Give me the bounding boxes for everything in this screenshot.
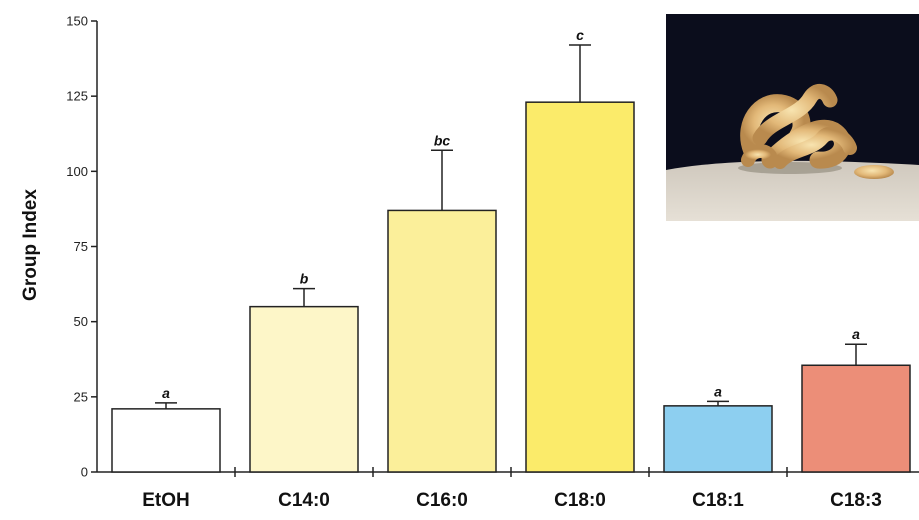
category-label: C16:0 [416,490,468,511]
bar [249,305,359,473]
y-tick-label: 50 [74,314,88,329]
x-ticks [234,467,788,477]
y-tick-label: 125 [66,89,88,104]
category-label: C18:0 [554,490,606,511]
category-label: EtOH [142,490,190,511]
larvae-cluster-photo [666,14,919,221]
significance-label: c [576,27,584,43]
y-axis-label: Group Index [20,189,41,301]
bar [111,408,221,473]
significance-labels: a b bc c a a [162,27,860,401]
y-tick-label: 100 [66,164,88,179]
bar [663,405,773,473]
significance-label: b [300,271,309,287]
y-tick-label: 150 [66,14,88,29]
bar [525,101,635,473]
bar [801,364,911,473]
y-tick-label: 25 [74,389,88,404]
significance-label: a [162,385,170,401]
bar [387,209,497,473]
significance-label: a [714,383,722,399]
y-ticks: 0 25 50 75 100 125 150 [66,14,97,480]
category-label: C18:3 [830,490,882,511]
category-label: C18:1 [692,490,744,511]
significance-label: a [852,326,860,342]
bars [111,101,911,473]
category-labels: EtOH C14:0 C16:0 C18:0 C18:1 C18:3 [142,490,882,511]
significance-label: bc [434,132,451,148]
y-tick-label: 75 [74,239,88,254]
y-tick-label: 0 [81,465,88,480]
category-label: C14:0 [278,490,330,511]
error-bars [155,44,867,409]
